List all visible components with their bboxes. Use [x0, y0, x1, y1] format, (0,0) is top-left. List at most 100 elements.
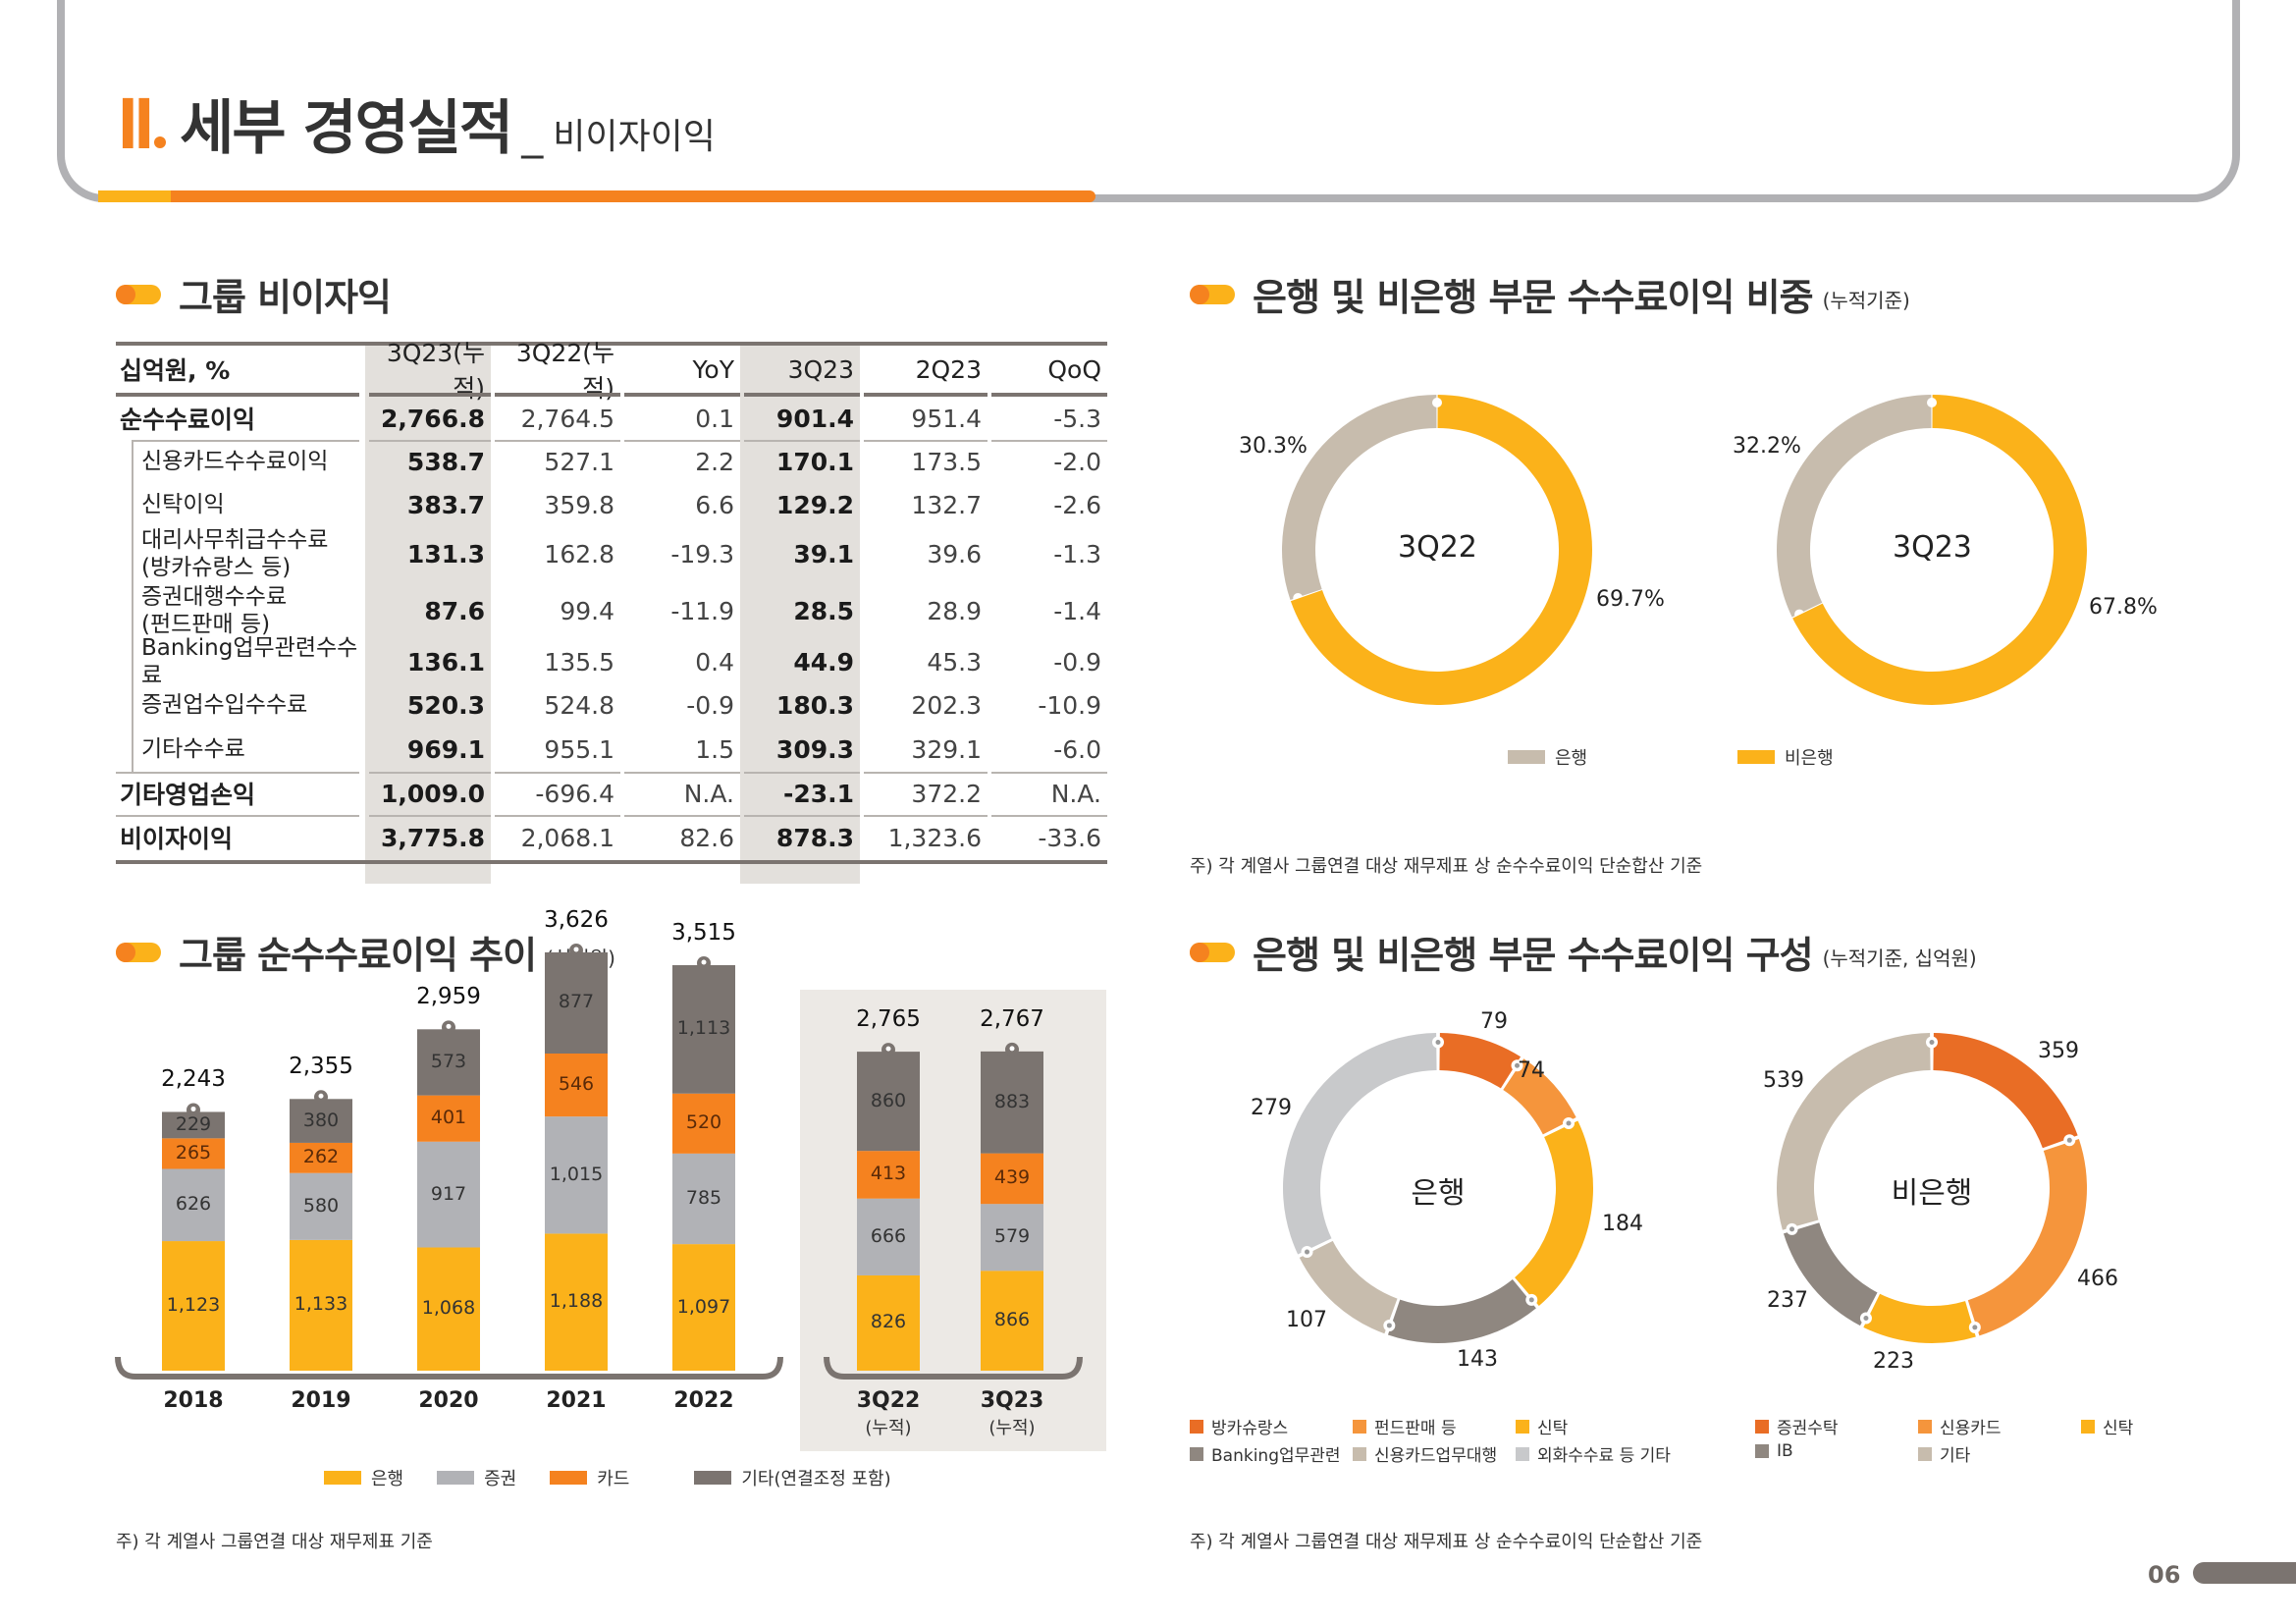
row-rule: [991, 772, 1107, 774]
bar-value-label: 1,113: [676, 1017, 731, 1040]
legend-label: 비은행: [1785, 748, 1834, 769]
row-rule: [495, 815, 620, 817]
bar-value-label: 917: [430, 1182, 467, 1205]
column-header: QoQ: [1047, 354, 1101, 384]
row-rule: [744, 772, 860, 774]
table-cell: 0.4: [695, 647, 734, 677]
bar-hanger-hole: [190, 1106, 196, 1111]
bar-segment-2: [981, 1153, 1043, 1205]
legend-item: 신용카드업무대행: [1353, 1441, 1497, 1466]
bar-hanger-hole: [701, 959, 707, 965]
table-cell: 969.1: [406, 734, 485, 764]
bar-value-label: 1,123: [166, 1294, 221, 1317]
bar-segment-1: [290, 1172, 352, 1240]
table-row: 대리사무취급수수료 (방카슈랑스 등) 131.3 162.8 -19.3 39.1 39.…: [116, 526, 1107, 581]
table-cell: 901.4: [775, 404, 854, 433]
bar-value-label: 229: [175, 1112, 212, 1135]
slice-connector-icon: [1927, 398, 1937, 407]
bar-segment-2: [545, 1053, 608, 1117]
row-label-text: 증권업수입수수료: [141, 692, 308, 718]
bar-total-label: 3,515: [671, 919, 736, 946]
x-tick-label: 2018: [163, 1388, 224, 1413]
row-rule: [864, 815, 988, 817]
bar-value-label: 826: [870, 1311, 907, 1333]
bar-segment-2: [417, 1095, 480, 1142]
bullet-pill-icon: [116, 942, 161, 962]
legend-swatch: [1516, 1446, 1529, 1461]
bar-value-label: 883: [993, 1090, 1031, 1112]
legend-swatch: [1918, 1446, 1932, 1461]
row-label-text: 신용카드수수료이익: [141, 449, 329, 474]
row-label-text: 기타영업손익: [120, 781, 256, 809]
composition-donut-slice: [1439, 1033, 1522, 1089]
row-label-text: 대리사무취급수수료: [141, 527, 329, 553]
row-rule: [624, 815, 740, 817]
legend-swatch: [1353, 1419, 1366, 1434]
bar-value-label: 439: [993, 1166, 1031, 1189]
share-legend-bank: 은행: [1508, 744, 1587, 770]
donut-value-label: 79: [1480, 1009, 1508, 1034]
composition-donut-slice: [1299, 1240, 1398, 1334]
table-cell: 39.1: [793, 539, 854, 568]
row-label: 기타영업손익: [116, 776, 363, 811]
table-row: 기타영업손익 1,009.0 -696.4 N.A. -23.1 372.2 N.A.: [116, 772, 1107, 815]
bar-segment-1: [417, 1141, 480, 1248]
axis-bracket: [824, 1356, 1083, 1380]
table-cell: 39.6: [927, 539, 982, 568]
table-cell: 82.6: [679, 823, 734, 852]
bar-value-label: 785: [685, 1186, 722, 1209]
bar-value-label: 401: [430, 1107, 467, 1129]
x-tick-label: 2022: [673, 1388, 734, 1413]
legend-item: 방카슈랑스: [1190, 1414, 1288, 1438]
row-label: 신용카드수수료이익: [116, 448, 363, 475]
share-legend-nonbank: 비은행: [1737, 744, 1834, 770]
table-section-title: 그룹 비이자익: [116, 267, 392, 321]
table-cell: 2,764.5: [520, 404, 614, 433]
row-rule: [369, 815, 491, 817]
bar-value-label: 1,015: [549, 1163, 604, 1185]
bar-total-label: 2,355: [289, 1054, 353, 1080]
bar-segment-0: [417, 1247, 480, 1371]
table-cell: 524.8: [544, 690, 614, 720]
bar-total-label: 2,767: [980, 1005, 1044, 1032]
bar-segment-0: [857, 1274, 920, 1371]
table-cell: 99.4: [560, 596, 614, 625]
table-cell: -6.0: [1053, 734, 1101, 764]
row-label: 비이자이익: [116, 820, 363, 855]
table-cell: 2.2: [695, 447, 734, 476]
legend-swatch: [1755, 1419, 1769, 1434]
donut-value-label: 74: [1518, 1058, 1545, 1083]
bar-segment-1: [672, 1153, 735, 1245]
row-label: 증권업수입수수료: [116, 691, 363, 719]
x-tick-label: 2020: [418, 1388, 479, 1413]
legend-item: 카드: [550, 1465, 629, 1490]
legend-label: IB: [1777, 1441, 1793, 1461]
table-cell: 135.5: [544, 647, 614, 677]
bar-segment-3: [857, 1052, 920, 1152]
table-top-rule: [116, 342, 1107, 346]
table-header-row: 십억원, % 3Q23(누적) 3Q22(누적) YoY 3Q23 2Q23 QoQ: [116, 339, 1107, 403]
legend-swatch: [1755, 1444, 1769, 1458]
table-cell: 28.5: [793, 596, 854, 625]
bar-value-label: 860: [870, 1089, 907, 1111]
composition-donut-slice: [1515, 1120, 1594, 1306]
slice-connector-dot: [2066, 1137, 2072, 1143]
legend-label: 외화수수료 등 기타: [1537, 1446, 1671, 1466]
row-rule: [991, 815, 1107, 817]
donut-value-label: 107: [1286, 1308, 1327, 1332]
bar-total-label: 2,243: [161, 1066, 226, 1093]
row-rule: [369, 440, 491, 442]
legend-label: 기타(연결조정 포함): [741, 1469, 891, 1489]
table-cell: 87.6: [424, 596, 485, 625]
table-cell: 45.3: [927, 647, 982, 677]
table-cell: 180.3: [775, 690, 854, 720]
table-cell: -2.6: [1053, 490, 1101, 519]
table-cell: 520.3: [406, 690, 485, 720]
row-label-text: 신탁이익: [141, 492, 225, 517]
legend-label: 은행: [371, 1469, 404, 1489]
row-label: Banking업무관련수수료: [116, 634, 363, 689]
table-cell: 28.9: [927, 596, 982, 625]
bullet-pill-icon: [116, 284, 161, 304]
trend-footnote: 주) 각 계열사 그룹연결 대상 재무제표 기준: [116, 1532, 433, 1552]
